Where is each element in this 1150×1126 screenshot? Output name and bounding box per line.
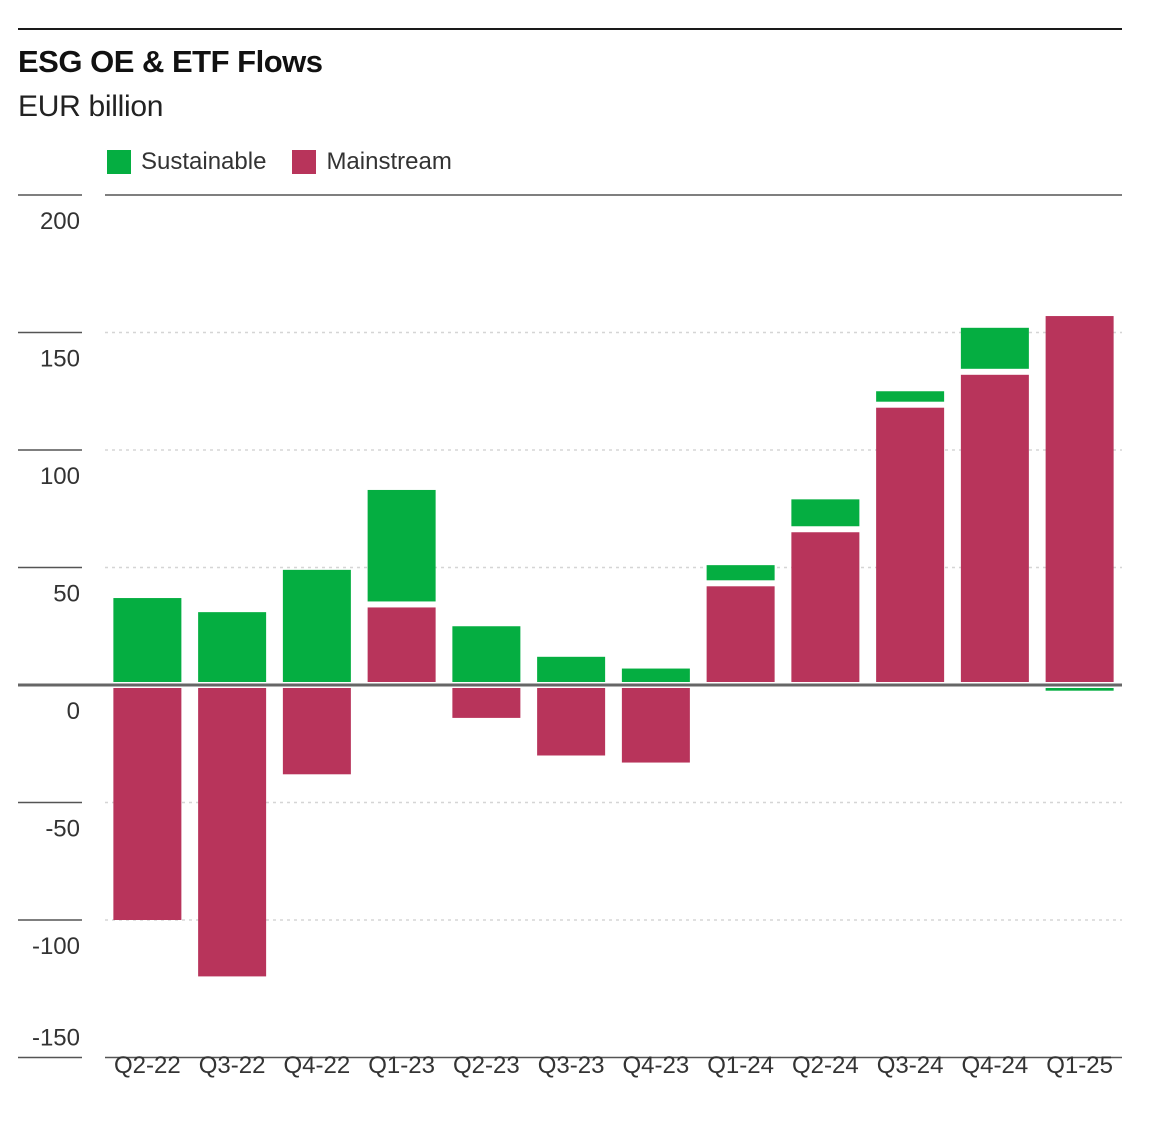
bar-sustainable-q1-24: [706, 565, 775, 581]
x-tick-label: Q1-25: [1046, 1052, 1113, 1079]
bar-sustainable-q3-23: [537, 656, 606, 682]
legend-item-mainstream: Mainstream: [292, 148, 452, 176]
bar-mainstream-q2-23: [452, 688, 521, 718]
bar-mainstream-q2-24: [791, 532, 860, 682]
legend-item-sustainable: Sustainable: [107, 148, 266, 176]
bar-mainstream-q3-23: [537, 688, 606, 756]
legend: Sustainable Mainstream: [107, 148, 478, 176]
bar-mainstream-q4-23: [621, 688, 690, 763]
x-tick-label: Q4-24: [962, 1052, 1029, 1079]
x-tick-label: Q2-22: [114, 1052, 181, 1079]
x-tick-label: Q4-23: [623, 1052, 690, 1079]
x-tick-label: Q2-23: [453, 1052, 520, 1079]
bar-mainstream-q1-25: [1045, 316, 1114, 682]
x-tick-label: Q1-23: [368, 1052, 435, 1079]
legend-label-sustainable: Sustainable: [141, 148, 267, 175]
x-tick-label: Q3-23: [538, 1052, 605, 1079]
legend-label-mainstream: Mainstream: [326, 148, 452, 175]
y-tick-label: 50: [53, 581, 80, 608]
bar-mainstream-q1-23: [367, 607, 436, 682]
bar-mainstream-q4-24: [960, 374, 1029, 682]
legend-swatch-sustainable: [107, 150, 131, 174]
bar-sustainable-q4-23: [621, 668, 690, 682]
bar-sustainable-q3-22: [198, 612, 267, 682]
y-tick-label: -150: [32, 1025, 80, 1052]
bar-sustainable-q1-23: [367, 489, 436, 602]
y-tick-label: 0: [67, 698, 80, 725]
y-tick-label: 200: [40, 208, 80, 235]
legend-swatch-mainstream: [292, 150, 317, 174]
y-tick-label: -100: [32, 933, 80, 960]
x-tick-label: Q2-24: [792, 1052, 859, 1079]
bar-sustainable-q2-22: [113, 598, 182, 682]
y-tick-label: -50: [45, 816, 80, 843]
bar-mainstream-q4-22: [282, 688, 351, 775]
x-tick-label: Q3-22: [199, 1052, 266, 1079]
chart-title: ESG OE & ETF Flows: [18, 44, 323, 79]
top-rule: [18, 28, 1122, 30]
y-tick-label: 100: [40, 463, 80, 490]
bar-mainstream-q1-24: [706, 586, 775, 682]
bar-sustainable-q2-23: [452, 626, 521, 682]
x-tick-label: Q4-22: [284, 1052, 351, 1079]
chart-subtitle: EUR billion: [18, 90, 164, 123]
x-tick-label: Q1-24: [707, 1052, 774, 1079]
y-tick-label: 150: [40, 346, 80, 373]
bar-sustainable-q4-22: [282, 569, 351, 682]
x-tick-label: Q3-24: [877, 1052, 944, 1079]
bar-sustainable-q3-24: [876, 391, 945, 402]
bar-sustainable-q1-25: [1045, 688, 1114, 691]
bar-mainstream-q3-24: [876, 407, 945, 682]
bar-sustainable-q4-24: [960, 327, 1029, 369]
bar-sustainable-q2-24: [791, 499, 860, 527]
bar-mainstream-q2-22: [113, 688, 182, 920]
bar-mainstream-q3-22: [198, 688, 267, 977]
